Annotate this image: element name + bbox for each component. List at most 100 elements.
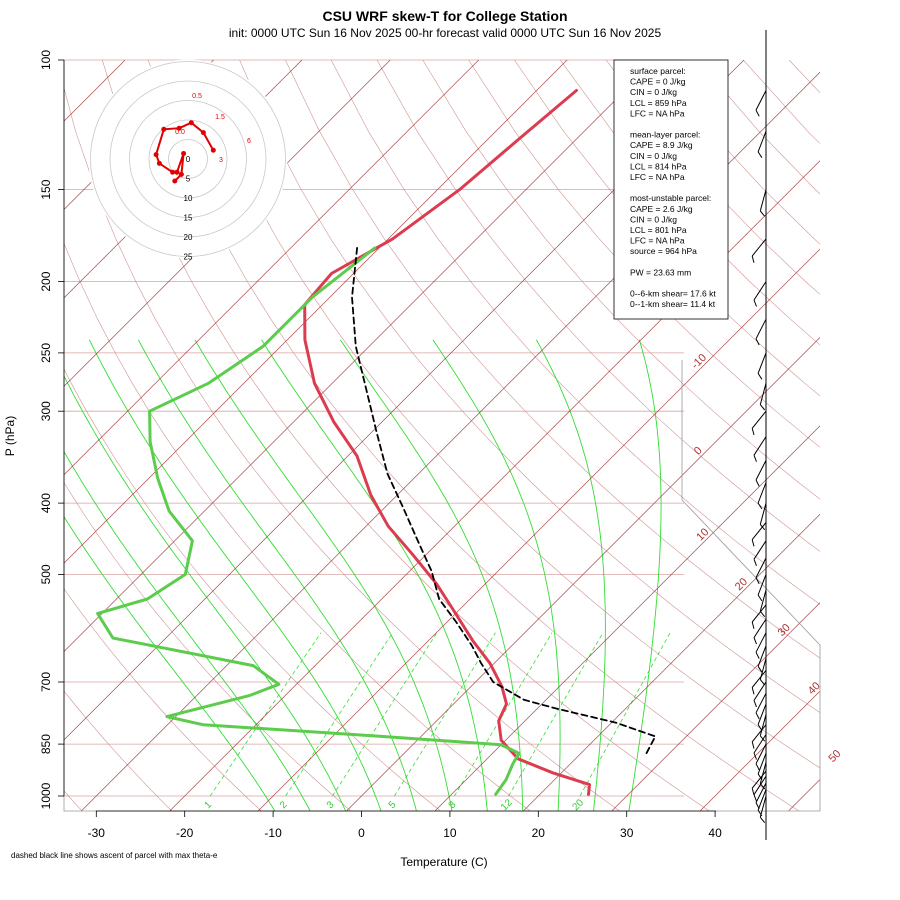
hodograph-height-label: 3 bbox=[219, 157, 223, 164]
y-tick-label: 100 bbox=[39, 50, 53, 70]
wind-barb bbox=[755, 460, 767, 481]
hodograph-ring-label: 20 bbox=[184, 233, 193, 242]
hodograph-ring-label: 15 bbox=[184, 214, 193, 223]
y-tick-label: 250 bbox=[39, 343, 53, 363]
hodograph-ring-label: 25 bbox=[184, 253, 193, 262]
wind-barb bbox=[759, 589, 767, 612]
info-box-line: surface parcel: bbox=[630, 66, 686, 76]
info-box-line: LFC = NA hPa bbox=[630, 172, 685, 182]
wind-barb bbox=[757, 574, 767, 596]
wind-barb-flag bbox=[757, 724, 763, 731]
wind-barb bbox=[759, 502, 767, 525]
info-box-line: CIN = 0 J/kg bbox=[630, 214, 677, 224]
footnote: dashed black line shows ascent of parcel… bbox=[11, 851, 218, 860]
wind-barb-flag bbox=[759, 735, 766, 742]
wind-barb bbox=[751, 410, 767, 429]
info-box-frame bbox=[613, 59, 729, 320]
hodograph-ring-label: 0 bbox=[186, 155, 191, 164]
wind-barb-flag bbox=[751, 621, 755, 629]
info-box-line: source = 964 hPa bbox=[630, 246, 697, 256]
wind-barb-flag bbox=[757, 809, 763, 817]
y-axis-title: P (hPa) bbox=[3, 416, 17, 456]
dry-adiabat-line bbox=[147, 60, 800, 811]
hodograph-point bbox=[161, 126, 167, 132]
isotherm-label: 50 bbox=[826, 748, 843, 765]
wind-barb-flag bbox=[757, 151, 763, 158]
wind-barb-column bbox=[751, 30, 767, 840]
mixing-ratio-line bbox=[209, 632, 322, 797]
hodograph-ring bbox=[109, 80, 267, 238]
wind-barb bbox=[751, 522, 767, 540]
isotherm-line bbox=[611, 602, 820, 811]
moist-adiabats bbox=[64, 339, 662, 811]
wind-barb-flag bbox=[755, 712, 760, 720]
wind-barb bbox=[757, 789, 767, 811]
wind-barb-flag bbox=[755, 763, 760, 771]
hodograph-ring-label: 5 bbox=[186, 175, 191, 184]
hodograph-point bbox=[156, 160, 162, 166]
wind-barb-flag bbox=[757, 373, 763, 380]
isotherm-label: 20 bbox=[733, 576, 750, 593]
wind-barb bbox=[759, 795, 767, 818]
info-box-line: LCL = 801 hPa bbox=[630, 225, 687, 235]
y-tick-label: 200 bbox=[39, 271, 53, 291]
wind-barb-flag bbox=[755, 802, 760, 810]
mixing-ratio-line bbox=[332, 632, 438, 797]
wind-barb-flag bbox=[757, 773, 763, 780]
wind-barb bbox=[757, 645, 767, 667]
dry-adiabat-line bbox=[64, 86, 621, 811]
wind-barb bbox=[755, 318, 767, 340]
wind-barb bbox=[759, 762, 767, 784]
wind-barb bbox=[755, 782, 767, 803]
dry-adiabat-line bbox=[64, 242, 531, 811]
moist-adiabat-line bbox=[536, 339, 606, 811]
y-tick-label: 1000 bbox=[39, 782, 53, 809]
moist-adiabat-line bbox=[628, 339, 662, 811]
sounding-series bbox=[96, 89, 657, 796]
dry-adiabats bbox=[64, 60, 820, 811]
dry-adiabat-line bbox=[376, 60, 820, 552]
mixing-ratio-lines bbox=[209, 632, 671, 797]
wind-barb-flag bbox=[751, 255, 755, 263]
info-box-line: LFC = NA hPa bbox=[630, 236, 685, 246]
wind-barb bbox=[755, 90, 767, 111]
wind-barb bbox=[751, 604, 767, 623]
isotherm-line bbox=[346, 337, 820, 811]
moist-adiabat-line bbox=[194, 339, 453, 811]
hodograph-background bbox=[88, 59, 288, 259]
chart-title: CSU WRF skew-T for College Station bbox=[322, 8, 567, 24]
x-tick-label: 30 bbox=[620, 826, 634, 840]
y-tick-label: 400 bbox=[39, 493, 53, 513]
mixing-ratio-label: 5 bbox=[387, 799, 399, 811]
hodograph-ring-label: 10 bbox=[184, 194, 193, 203]
isotherm-line bbox=[64, 60, 214, 210]
wind-barb-flag bbox=[759, 679, 766, 686]
info-box-line: CAPE = 2.6 J/kg bbox=[630, 204, 693, 214]
dry-adiabat-line bbox=[743, 60, 820, 144]
wind-barb-flag bbox=[757, 502, 763, 510]
hodograph-point bbox=[200, 130, 206, 136]
wind-barb-flag bbox=[753, 455, 757, 462]
wind-barb bbox=[757, 703, 767, 725]
mixing-ratio-label: 3 bbox=[325, 799, 337, 811]
parcel-line bbox=[351, 247, 657, 756]
wind-barb-flag bbox=[759, 524, 766, 531]
isotherm-line bbox=[788, 779, 820, 811]
info-box-line: mean-layer parcel: bbox=[630, 130, 700, 140]
wind-barb bbox=[755, 692, 767, 714]
isotherm-label: 30 bbox=[776, 622, 793, 639]
wind-barb bbox=[759, 658, 767, 680]
mixing-ratio-line bbox=[454, 632, 553, 797]
wind-barb bbox=[757, 482, 767, 504]
dry-adiabat-line bbox=[239, 60, 820, 713]
wind-barb bbox=[755, 632, 767, 653]
x-axis-title: Temperature (C) bbox=[400, 855, 487, 869]
wind-barb-flag bbox=[751, 539, 755, 547]
wind-barb-flag bbox=[755, 338, 760, 346]
wind-barb bbox=[751, 670, 767, 688]
wind-barb bbox=[751, 238, 767, 257]
hodograph: 0 5 10 15 20 25 0.5 1.5 0.0 6 3 bbox=[88, 59, 288, 262]
wind-barb-flag bbox=[753, 637, 757, 645]
wind-barb bbox=[757, 131, 767, 153]
